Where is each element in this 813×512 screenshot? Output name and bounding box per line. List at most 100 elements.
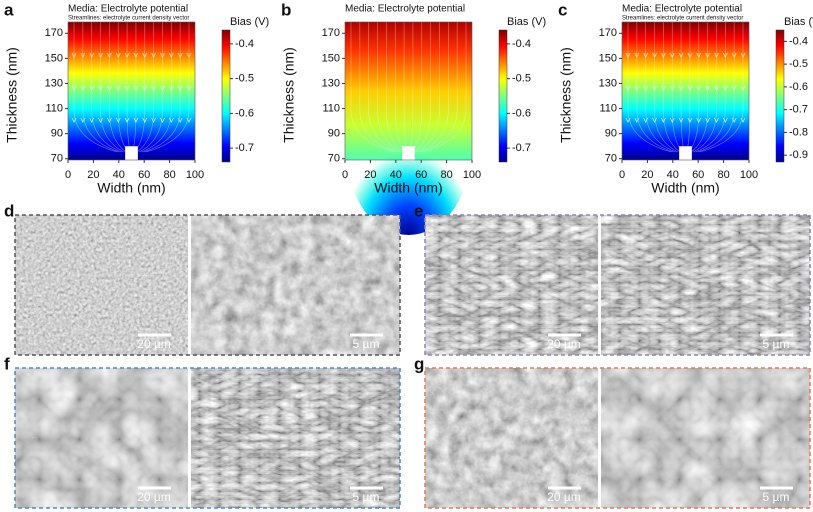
arrow: [168, 52, 174, 58]
x-tick-label: 60: [692, 169, 704, 181]
arrow: [107, 85, 112, 91]
plot-frame: [621, 21, 750, 161]
panel-border: [14, 214, 401, 356]
streamline: [368, 22, 399, 153]
panel-subtitle: Streamlines: electrolyte current density…: [622, 16, 743, 22]
scale-bar-label: 5 µm: [763, 337, 790, 351]
panel-letter: e: [414, 201, 423, 220]
x-tick-label: 40: [113, 169, 125, 181]
arrow: [731, 85, 737, 91]
streamline: [422, 22, 467, 153]
streamline: [73, 22, 118, 153]
x-tick-label: 40: [390, 169, 402, 181]
x-tick-label: 20: [87, 169, 99, 181]
streamline: [100, 22, 124, 153]
y-tick-label: 130: [599, 77, 617, 89]
colorbar-tick-label: -0.4: [235, 38, 254, 50]
colorbar-tick-label: -0.6: [235, 107, 254, 119]
arrow: [696, 85, 702, 91]
y-axis-label: Thickness (nm): [558, 47, 574, 143]
arrow: [80, 85, 86, 91]
arrow: [168, 85, 174, 91]
y-tick-label: 90: [605, 128, 617, 140]
arrow: [177, 85, 183, 91]
arrow: [740, 52, 746, 58]
streamline: [627, 22, 672, 153]
y-tick-label: 170: [322, 27, 340, 39]
potential-field: [68, 22, 195, 160]
arrow: [661, 117, 666, 123]
panel-border: [424, 214, 811, 356]
arrow: [696, 52, 702, 58]
arrow: [714, 117, 719, 123]
plot-frame: [344, 21, 473, 161]
arrow: [705, 117, 710, 123]
arrow: [115, 85, 121, 91]
colorbar-label: Bias (V): [230, 16, 269, 28]
sem-image: [15, 368, 188, 508]
arrow: [669, 85, 675, 91]
arrow: [634, 52, 640, 58]
sem-image: [15, 215, 188, 355]
x-tick-label: 40: [667, 169, 679, 181]
arrow: [124, 52, 130, 58]
panel-border: [14, 367, 401, 509]
panel-letter: b: [281, 0, 291, 19]
y-tick-label: 70: [605, 153, 617, 165]
y-tick-label: 110: [45, 102, 63, 114]
arrow: [98, 52, 103, 58]
panel-letter: d: [4, 201, 14, 220]
x-tick-label: 20: [364, 169, 376, 181]
arrow: [634, 117, 640, 123]
streamline: [109, 22, 127, 153]
x-tick-label: 0: [619, 169, 625, 181]
colorbar-label: Bias (V): [784, 16, 813, 28]
arrow: [687, 52, 693, 58]
arrow: [696, 117, 702, 123]
streamline: [350, 22, 395, 153]
colorbar-label: Bias (V): [507, 16, 546, 28]
streamline: [420, 22, 458, 153]
plot-frame: [67, 21, 196, 161]
x-tick-label: 100: [463, 169, 481, 181]
potential-field: [622, 22, 749, 160]
panel-letter: a: [4, 0, 14, 19]
colorbar-tick-label: -0.6: [789, 81, 808, 93]
x-tick-label: 100: [740, 169, 758, 181]
colorbar: [498, 29, 508, 163]
arrow: [160, 117, 165, 123]
x-tick-label: 60: [138, 169, 150, 181]
scale-bar-label: 5 µm: [763, 490, 790, 504]
arrow: [714, 52, 719, 58]
scale-bar-label: 5 µm: [353, 337, 380, 351]
streamline: [695, 22, 726, 153]
y-tick-label: 130: [45, 77, 63, 89]
arrow: [731, 117, 737, 123]
streamline: [418, 22, 449, 153]
arrow: [669, 117, 675, 123]
arrow: [625, 117, 631, 123]
scale-bar-label: 5 µm: [353, 490, 380, 504]
panel-title: Media: Electrolyte potential: [622, 4, 742, 15]
panel-letter: c: [558, 0, 567, 19]
arrow: [151, 85, 156, 91]
streamline: [654, 22, 678, 153]
colorbar-tick-label: -0.5: [789, 58, 808, 70]
x-tick-label: 100: [186, 169, 204, 181]
arrow: [151, 52, 156, 58]
streamline: [693, 22, 717, 153]
arrow: [705, 52, 710, 58]
arrow: [722, 85, 728, 91]
arrow: [80, 117, 86, 123]
arrow: [151, 117, 156, 123]
streamline: [143, 22, 181, 153]
arrow: [89, 117, 95, 123]
y-tick-label: 70: [328, 153, 340, 165]
streamline: [413, 22, 431, 153]
x-axis-label: Width (nm): [97, 180, 165, 196]
colorbar: [221, 29, 231, 163]
arrow: [740, 85, 746, 91]
colorbar-tick-label: -0.6: [512, 107, 531, 119]
panel-title: Media: Electrolyte potential: [345, 4, 465, 15]
